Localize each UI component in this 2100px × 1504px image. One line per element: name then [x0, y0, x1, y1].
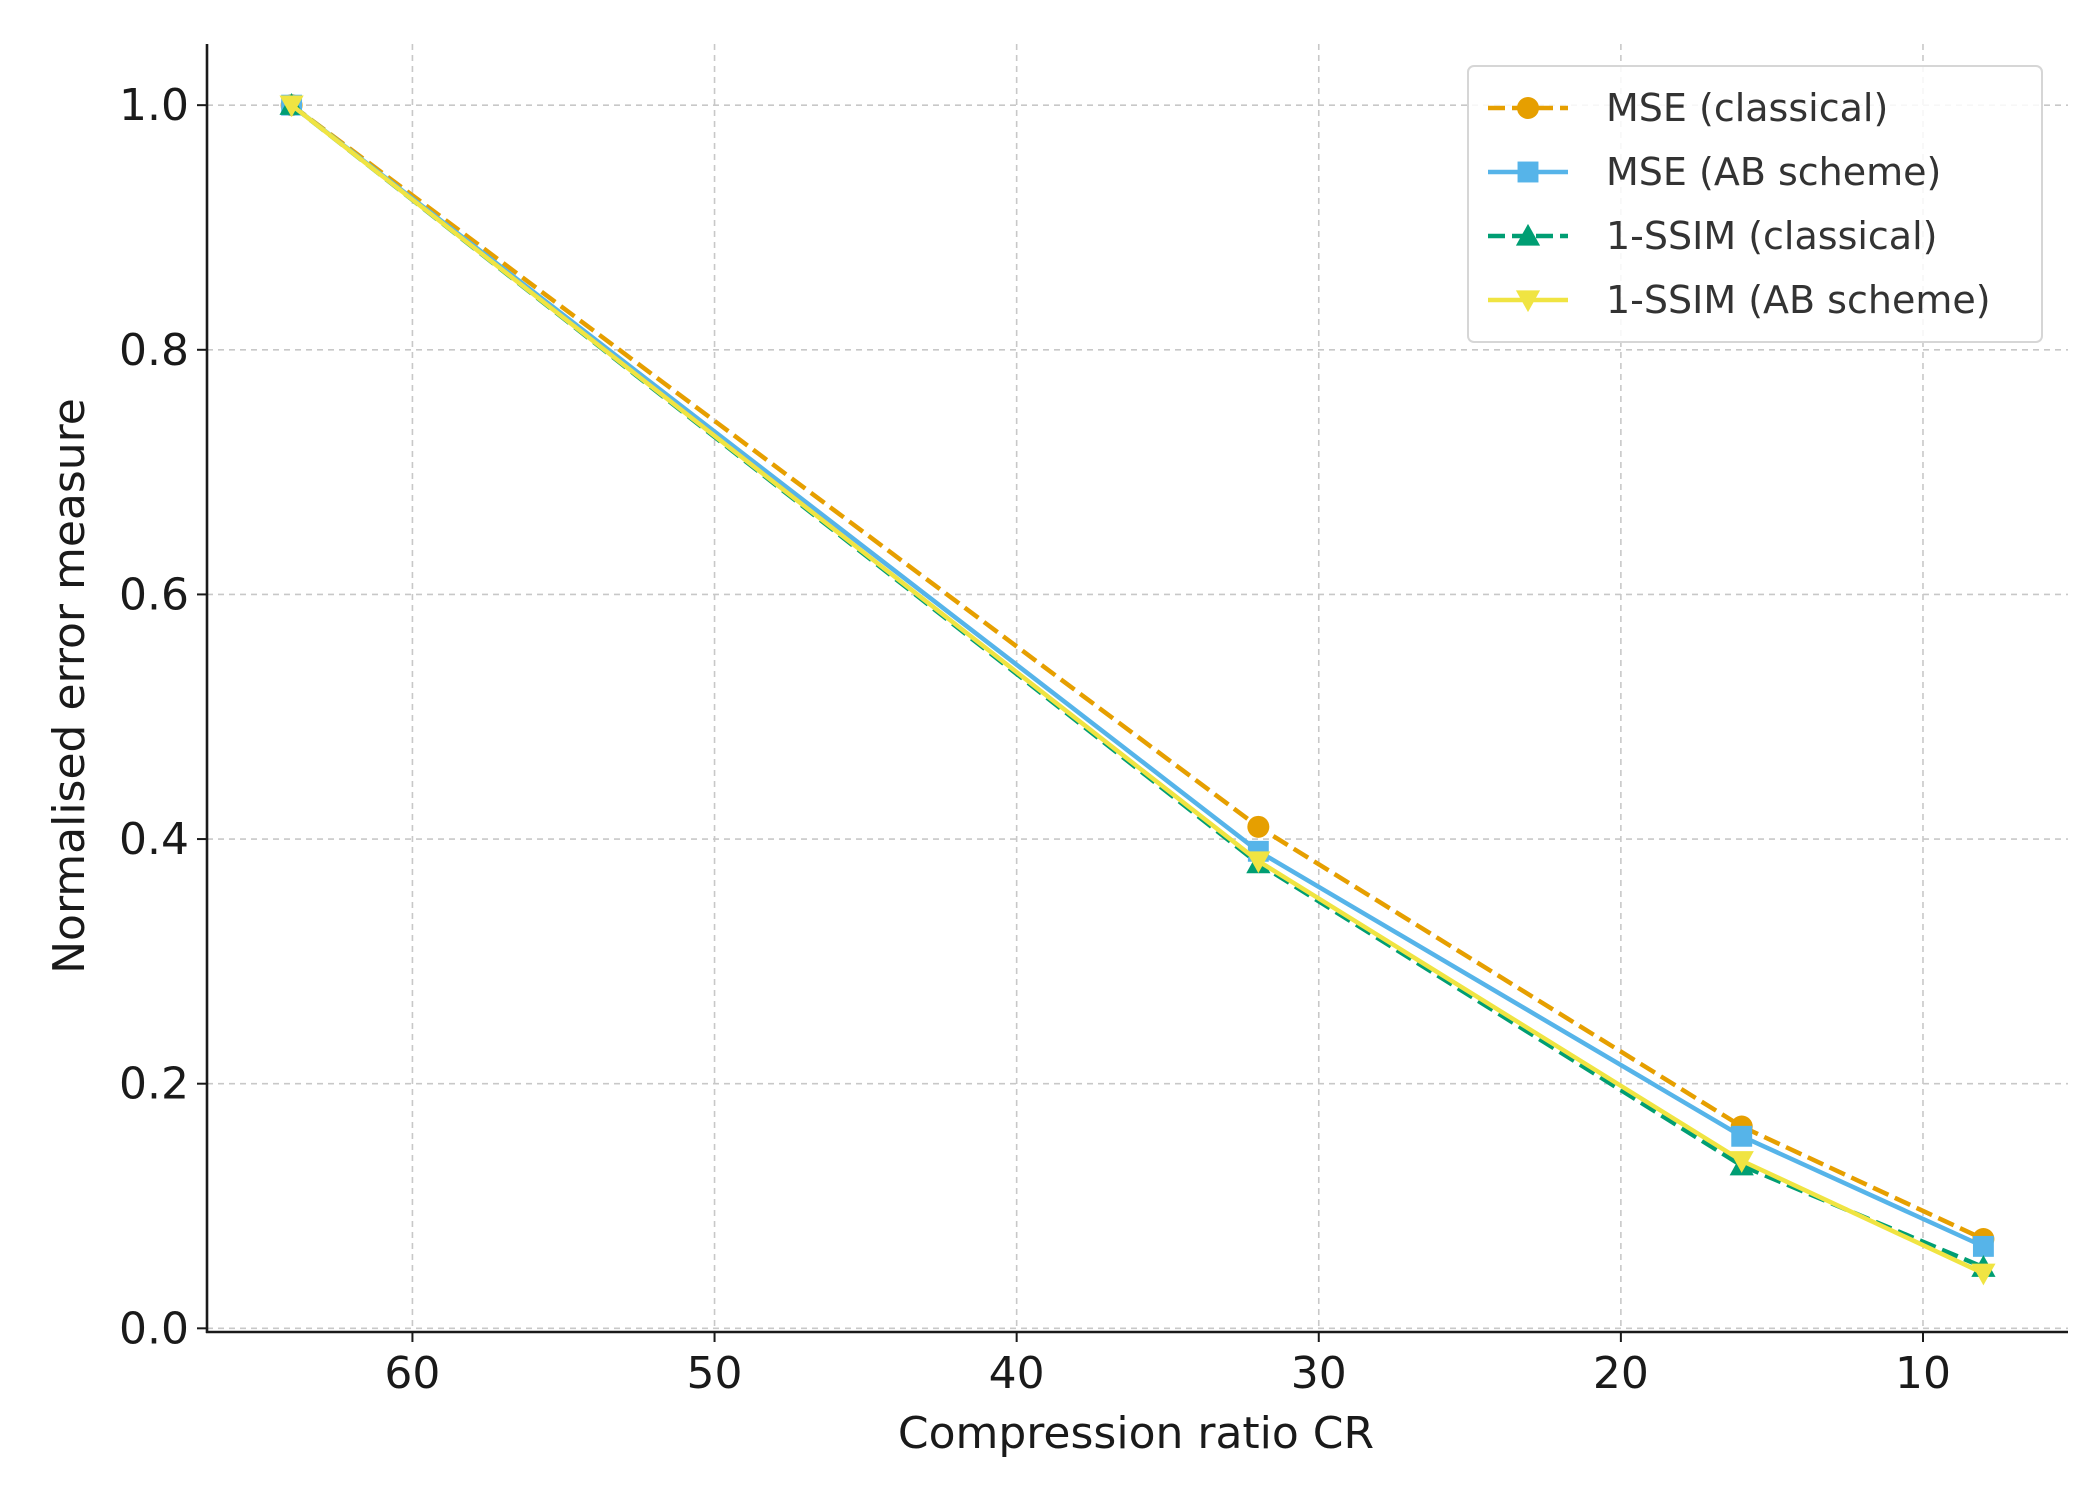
legend-label: 1-SSIM (AB scheme)	[1606, 278, 1991, 322]
y-tick-label: 1.0	[119, 80, 189, 131]
data-point	[1972, 1235, 1994, 1257]
legend-marker	[1517, 97, 1539, 119]
legend-item: 1-SSIM (classical)	[1488, 214, 1937, 258]
series-4	[279, 95, 1996, 1286]
legend-item: 1-SSIM (AB scheme)	[1488, 278, 1991, 322]
data-point	[1729, 1151, 1754, 1173]
y-tick-label: 0.0	[119, 1303, 189, 1354]
data-point	[1971, 1263, 1996, 1286]
legend-box	[1467, 65, 2043, 343]
legend: MSE (classical) MSE (AB scheme) 1-SSIM (cl…	[1467, 65, 2043, 343]
legend-label: MSE (AB scheme)	[1606, 150, 1941, 194]
y-tick-label: 0.8	[119, 325, 189, 376]
data-point	[1731, 1125, 1753, 1147]
data-point	[279, 95, 304, 118]
y-tick-label: 0.4	[119, 814, 189, 865]
series-line	[290, 103, 1985, 1249]
series-line	[290, 103, 1985, 1276]
series-line	[290, 103, 1985, 1242]
x-axis-label: Compression ratio CR	[898, 1408, 1374, 1459]
data-point	[1247, 815, 1270, 838]
legend-marker	[1517, 161, 1539, 183]
x-tick-label: 50	[687, 1348, 743, 1399]
data-point	[1246, 851, 1271, 874]
x-tick-label: 40	[989, 1348, 1045, 1399]
series-group	[279, 93, 1996, 1286]
axes: 60 50 40 30 20 10 0.0 0.2 0.4 0.6 0.8 1.0	[119, 44, 2068, 1399]
x-tick-label: 30	[1291, 1348, 1347, 1399]
x-tick-label: 60	[384, 1348, 440, 1399]
y-tick-label: 0.6	[119, 569, 189, 620]
x-tick-label: 10	[1895, 1348, 1951, 1399]
x-tick-label: 20	[1593, 1348, 1649, 1399]
legend-marker	[1515, 290, 1541, 313]
legend-label: 1-SSIM (classical)	[1606, 214, 1937, 258]
legend-item: MSE (AB scheme)	[1488, 150, 1941, 194]
y-tick-label: 0.2	[119, 1059, 189, 1110]
grid	[207, 44, 2068, 1332]
legend-item: MSE (classical)	[1488, 86, 1888, 130]
legend-label: MSE (classical)	[1606, 86, 1888, 130]
legend-marker	[1515, 223, 1541, 246]
y-axis-label: Normalised error measure	[44, 398, 95, 974]
